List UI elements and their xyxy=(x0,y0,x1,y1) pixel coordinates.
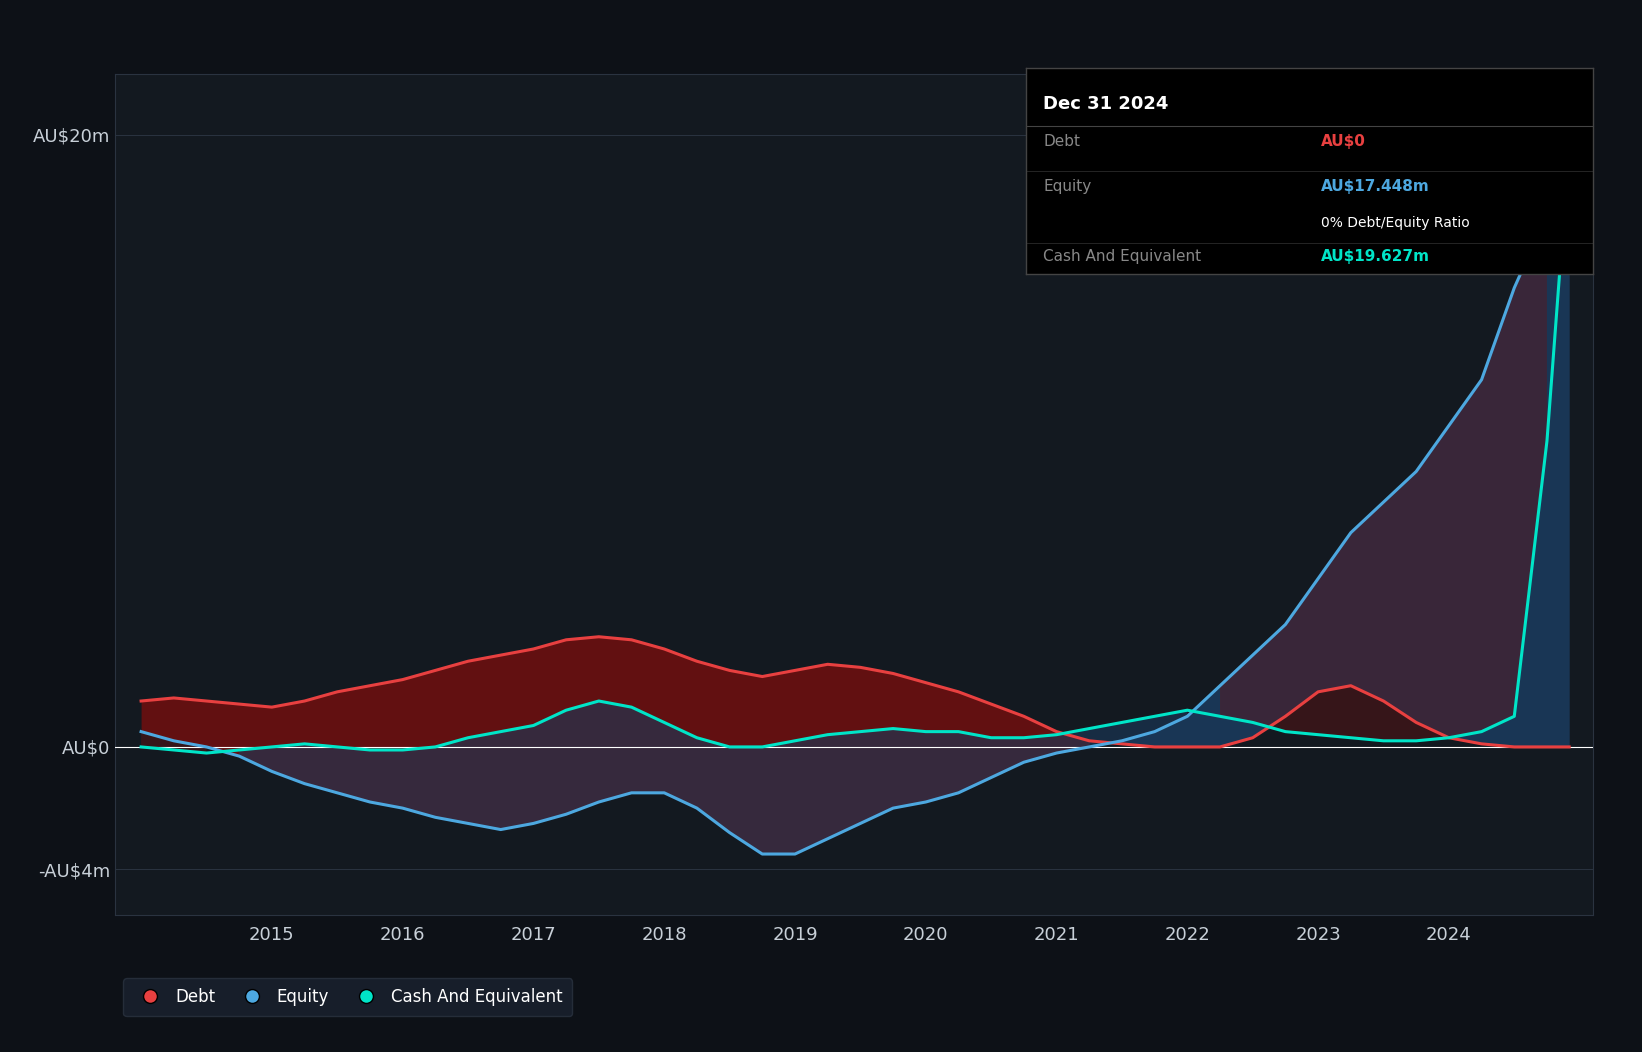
Text: AU$0: AU$0 xyxy=(1320,134,1366,149)
Text: Cash And Equivalent: Cash And Equivalent xyxy=(1043,249,1202,264)
Text: AU$17.448m: AU$17.448m xyxy=(1320,179,1430,195)
Text: Dec 31 2024: Dec 31 2024 xyxy=(1043,95,1169,113)
Legend: Debt, Equity, Cash And Equivalent: Debt, Equity, Cash And Equivalent xyxy=(123,978,573,1016)
Text: AU$19.627m: AU$19.627m xyxy=(1320,249,1430,264)
Text: 0% Debt/Equity Ratio: 0% Debt/Equity Ratio xyxy=(1320,216,1470,230)
Text: Debt: Debt xyxy=(1043,134,1080,149)
Text: Equity: Equity xyxy=(1043,179,1092,195)
